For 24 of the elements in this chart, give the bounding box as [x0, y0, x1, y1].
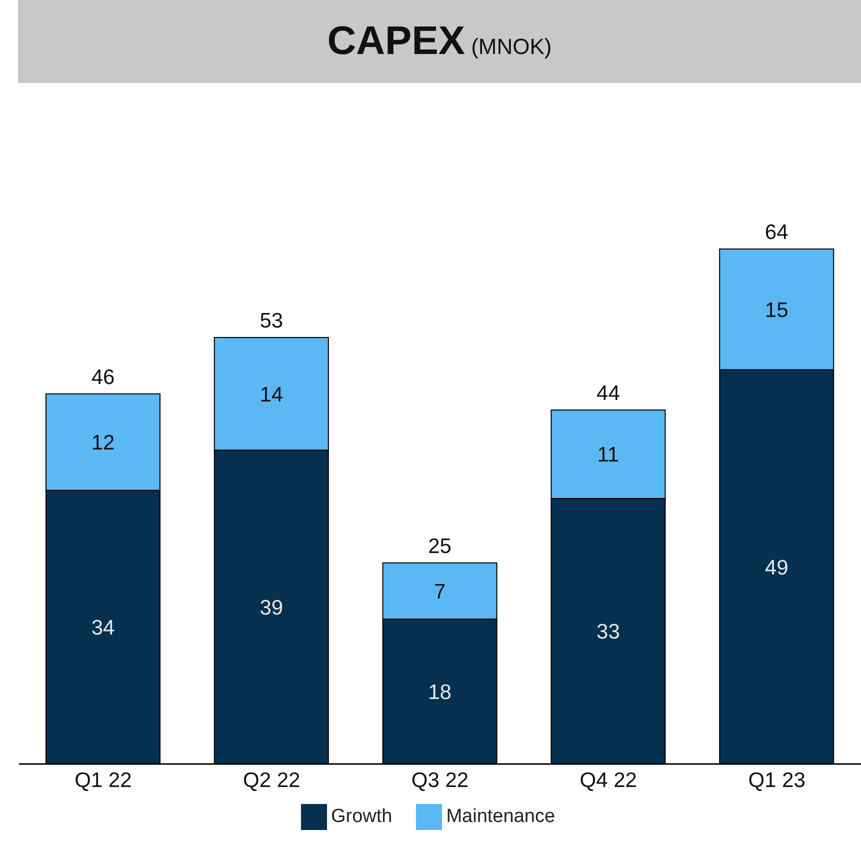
chart-subtitle: (MNOK)	[471, 34, 552, 60]
x-tick-label: Q3 22	[411, 768, 469, 792]
data-label: 14	[260, 383, 284, 406]
legend-label: Maintenance	[446, 806, 556, 828]
total-label: 44	[596, 382, 620, 405]
data-label: 18	[428, 681, 452, 704]
data-label: 11	[597, 444, 620, 467]
total-label: 25	[428, 534, 452, 558]
total-label: 46	[91, 366, 115, 389]
x-tick-label: Q1 22	[74, 768, 132, 792]
data-label: 15	[764, 298, 788, 322]
data-label: 39	[260, 596, 284, 620]
x-tick-label: Q2 22	[242, 768, 300, 792]
data-label: 12	[91, 432, 115, 455]
x-tick-label: Q1 23	[748, 768, 806, 792]
legend-label: Growth	[330, 806, 392, 828]
data-label: 33	[596, 620, 620, 644]
data-label: 7	[434, 580, 446, 604]
x-tick-label: Q4 22	[580, 768, 638, 792]
chart-title: CAPEX	[327, 19, 466, 64]
data-label: 49	[764, 556, 788, 580]
total-label: 64	[764, 221, 789, 244]
data-label: 34	[91, 616, 115, 640]
total-label: 53	[260, 310, 284, 333]
